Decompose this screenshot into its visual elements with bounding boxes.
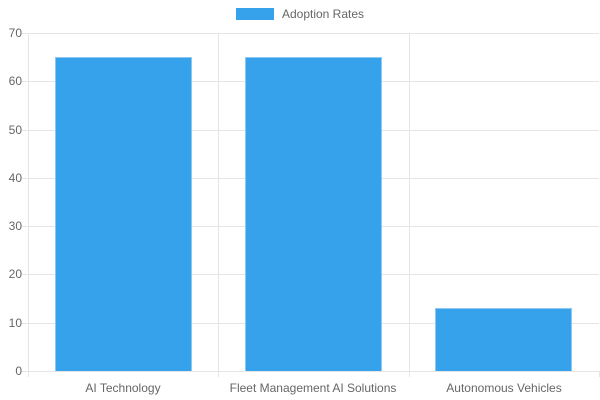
y-axis-tick bbox=[22, 178, 28, 179]
x-axis-tick bbox=[218, 371, 219, 377]
bar[interactable] bbox=[55, 57, 192, 371]
y-axis-tick bbox=[22, 33, 28, 34]
y-axis-tick bbox=[22, 274, 28, 275]
y-axis-tick bbox=[22, 81, 28, 82]
x-axis-label: Fleet Management AI Solutions bbox=[229, 381, 397, 395]
x-axis-label: AI Technology bbox=[85, 381, 161, 395]
y-axis-tick bbox=[22, 130, 28, 131]
y-axis-tick-label: 40 bbox=[8, 171, 22, 185]
legend-label: Adoption Rates bbox=[281, 7, 365, 21]
legend-swatch-icon bbox=[235, 8, 274, 20]
y-axis-tick-label: 20 bbox=[8, 267, 22, 281]
y-axis-tick-label: 70 bbox=[8, 26, 22, 40]
x-axis-tick bbox=[409, 371, 410, 377]
y-axis-tick-label: 0 bbox=[15, 364, 22, 378]
bar[interactable] bbox=[435, 308, 572, 371]
x-axis-tick bbox=[28, 371, 29, 377]
y-axis-tick-label: 50 bbox=[8, 123, 22, 137]
y-axis-tick bbox=[22, 323, 28, 324]
gridline-horizontal bbox=[28, 371, 599, 372]
gridline-vertical bbox=[409, 33, 410, 371]
gridline-horizontal bbox=[28, 33, 599, 34]
y-axis-tick bbox=[22, 371, 28, 372]
y-axis-tick bbox=[22, 226, 28, 227]
y-axis-line bbox=[28, 33, 29, 371]
chart-legend[interactable]: Adoption Rates bbox=[0, 6, 600, 22]
gridline-vertical bbox=[218, 33, 219, 371]
y-axis-tick-label: 60 bbox=[8, 74, 22, 88]
y-axis-tick-label: 30 bbox=[8, 219, 22, 233]
y-axis-tick-label: 10 bbox=[8, 316, 22, 330]
x-axis-label: Autonomous Vehicles bbox=[446, 381, 562, 395]
bar[interactable] bbox=[245, 57, 382, 371]
